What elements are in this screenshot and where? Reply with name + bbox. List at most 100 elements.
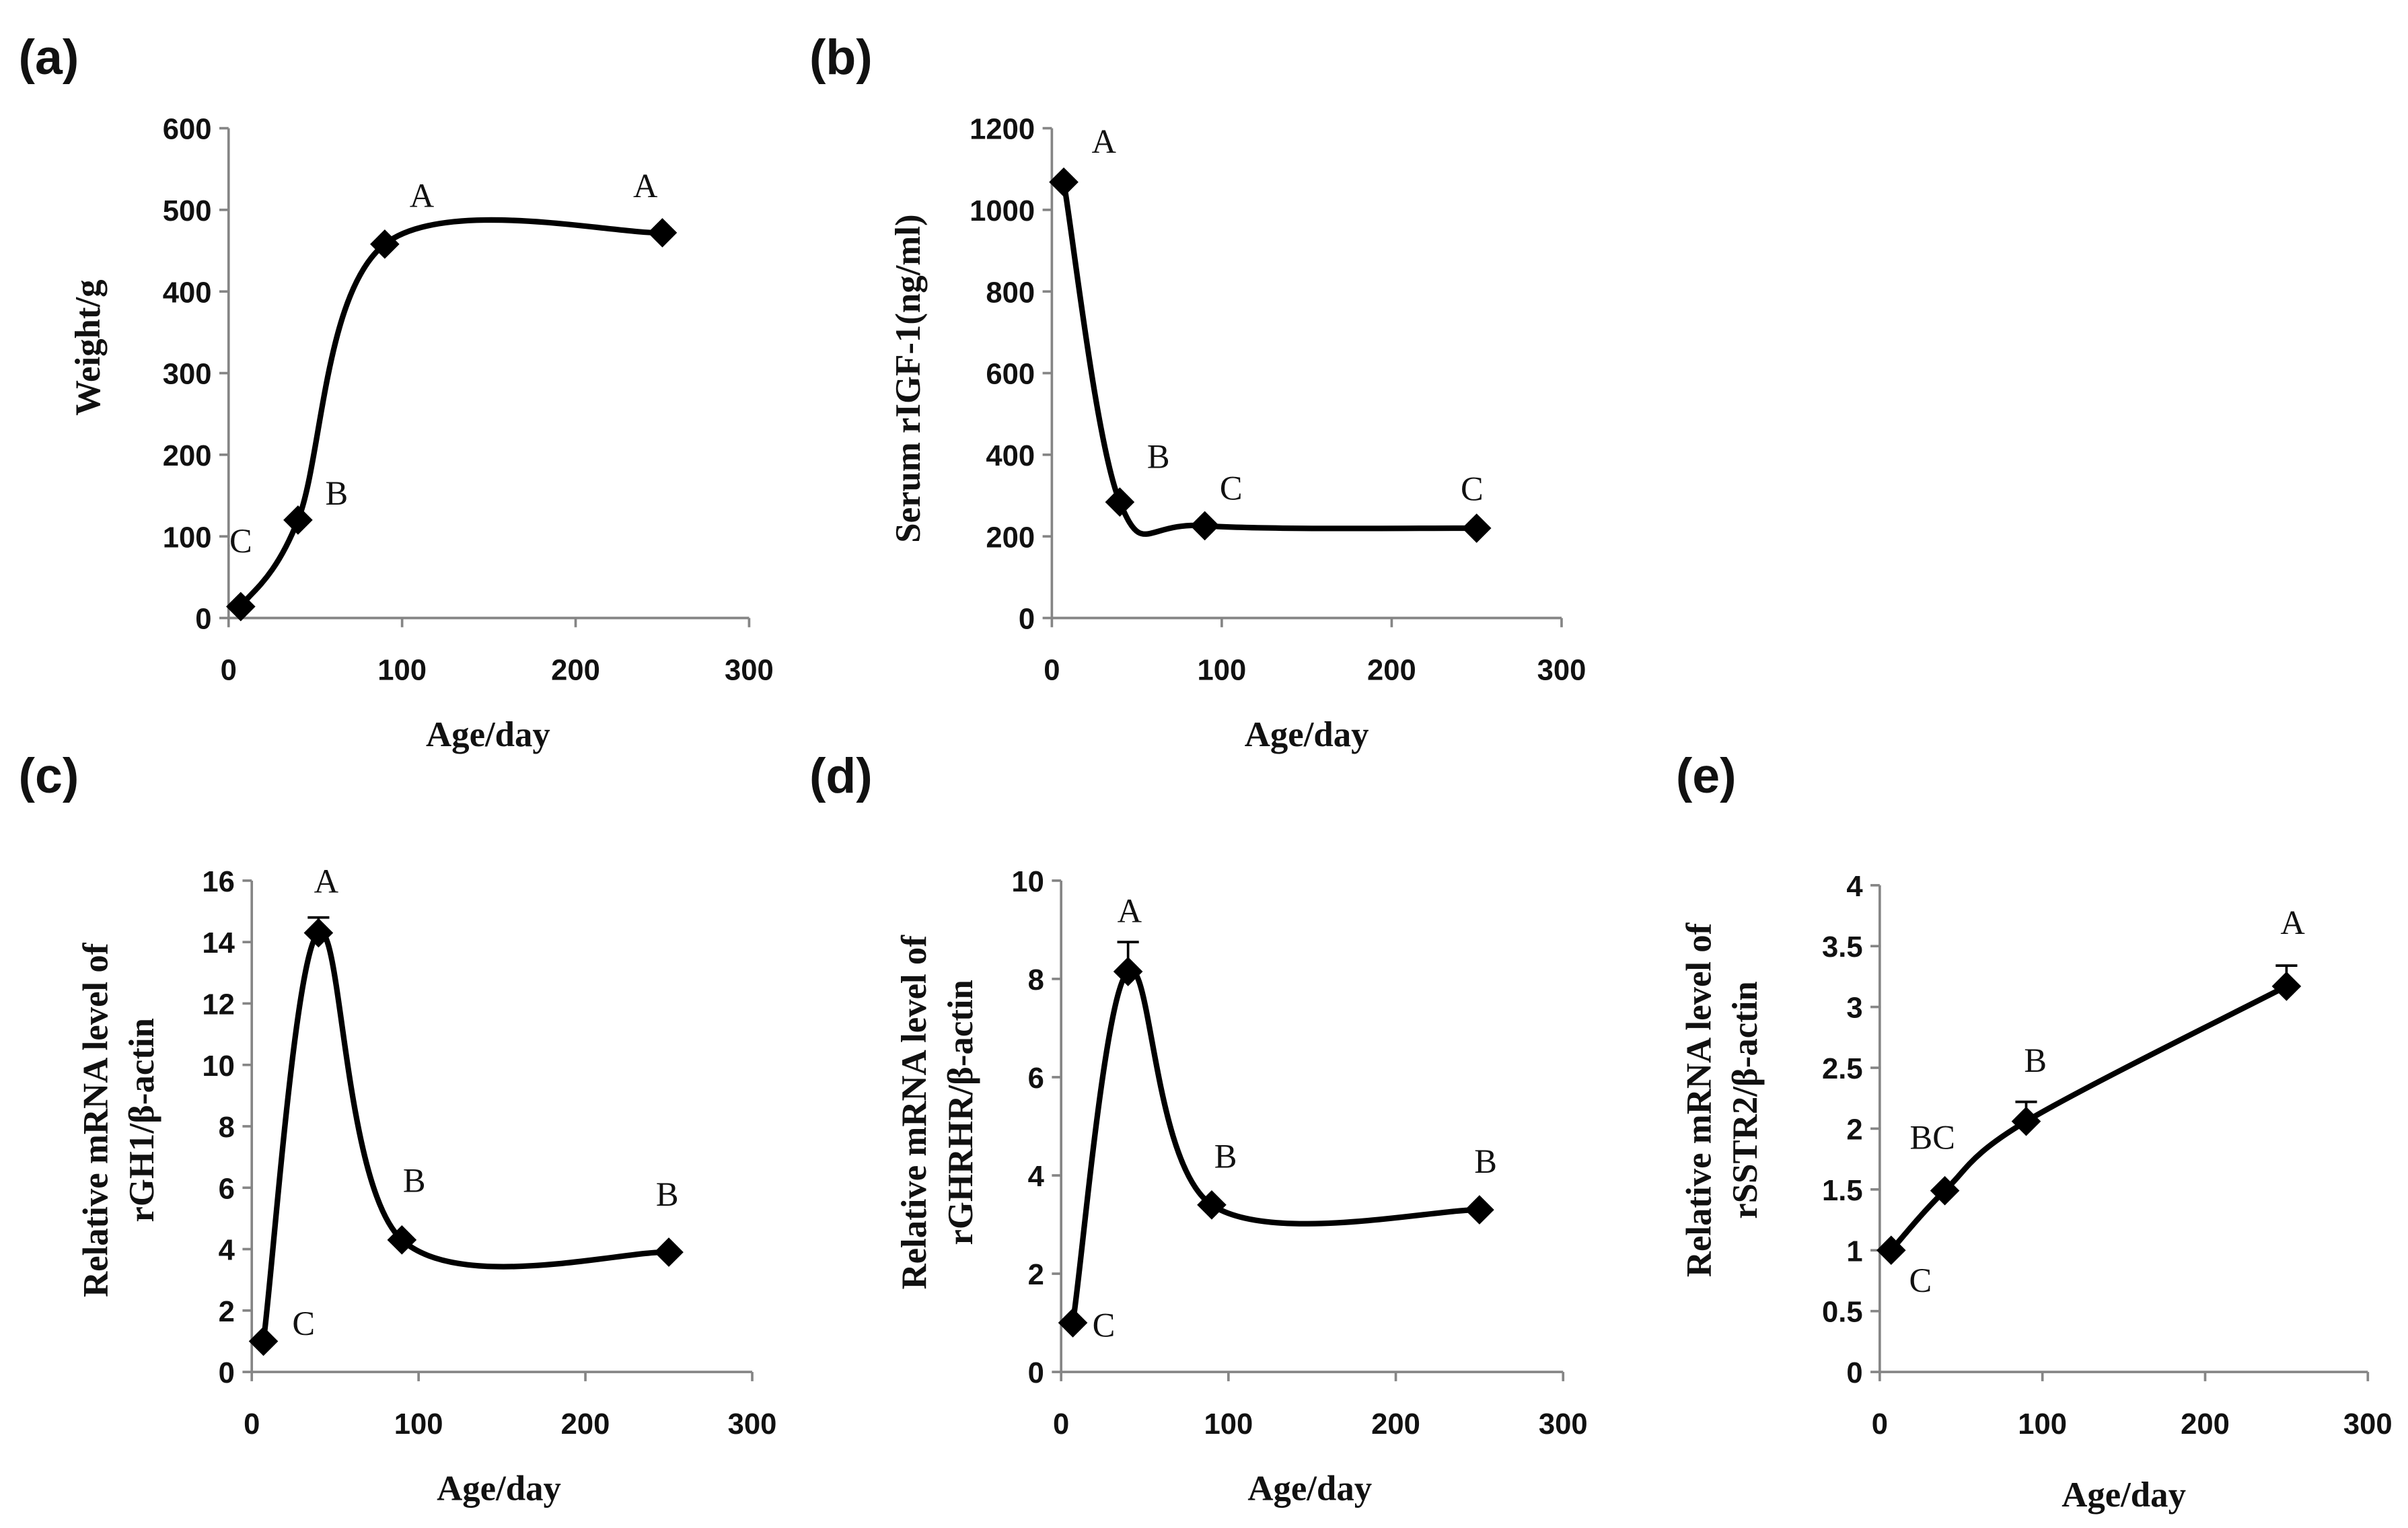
panel-d-tag: (d) bbox=[809, 748, 873, 803]
panel-e-point-label: A bbox=[2280, 904, 2305, 941]
panel-e-data-point bbox=[2271, 972, 2302, 1001]
panel-c-point-label: B bbox=[656, 1175, 679, 1213]
panel-a-tag: (a) bbox=[19, 29, 79, 85]
panel-d-x-tick-label: 100 bbox=[1204, 1408, 1253, 1441]
panel-d-x-tick-label: 300 bbox=[1539, 1408, 1588, 1441]
panel-d-data-point bbox=[1465, 1195, 1494, 1225]
panel-c-x-tick-label: 100 bbox=[394, 1408, 443, 1441]
panel-c-series-line bbox=[260, 929, 669, 1342]
panel-a-point-label: B bbox=[325, 474, 348, 512]
panel-b-x-axis-title: Age/day bbox=[1245, 715, 1369, 754]
panel-d-y-tick-label: 0 bbox=[1028, 1357, 1044, 1389]
panel-e-tag: (e) bbox=[1676, 748, 1737, 803]
panel-d-y-tick-label: 2 bbox=[1028, 1259, 1044, 1291]
panel-a-x-tick-label: 0 bbox=[221, 654, 237, 686]
panel-e-series-line bbox=[1889, 984, 2288, 1253]
panel-d-y-tick-label: 6 bbox=[1028, 1062, 1044, 1095]
panel-d-y-tick-label: 4 bbox=[1028, 1161, 1045, 1193]
panel-d-data-point bbox=[1113, 957, 1143, 986]
panel-c-data-point bbox=[387, 1225, 417, 1255]
panel-a-y-tick-label: 0 bbox=[195, 604, 211, 636]
panel-e-y-tick-label: 2.5 bbox=[1822, 1053, 1863, 1085]
panel-a-x-tick-label: 300 bbox=[725, 654, 774, 686]
panel-b-y-tick-label: 400 bbox=[986, 440, 1035, 472]
panel-c-y-tick-label: 2 bbox=[219, 1296, 235, 1328]
panel-d-series-line bbox=[1070, 967, 1480, 1323]
panel-a: (a) 0 100 200 300 400 500 600 0 100 200 300 Age/day W… bbox=[19, 29, 774, 754]
panel-c: (c) 0 2 4 6 8 10 12 14 16 0 100 200 300 Age/day Relativ… bbox=[19, 748, 777, 1508]
panel-c-point-label: C bbox=[292, 1305, 315, 1342]
panel-b-point-label: B bbox=[1147, 438, 1170, 476]
panel-a-y-tick-label: 400 bbox=[163, 277, 212, 309]
panel-e-y-axis-title: rSSTR2/β-actin bbox=[1726, 981, 1765, 1218]
panel-b-x-tick-label: 300 bbox=[1537, 654, 1586, 686]
panel-b-data-point bbox=[1190, 511, 1220, 541]
panel-b-y-tick-label: 1200 bbox=[970, 114, 1035, 146]
panel-e-y-tick-label: 1 bbox=[1846, 1235, 1862, 1268]
panel-c-data-point bbox=[654, 1237, 684, 1267]
panel-e-point-label: C bbox=[1909, 1262, 1932, 1299]
panel-e-point-label: BC bbox=[1910, 1119, 1955, 1157]
panel-d-data-point bbox=[1197, 1190, 1227, 1220]
panel-b-x-tick-label: 100 bbox=[1198, 654, 1247, 686]
panel-a-point-label: C bbox=[229, 522, 252, 560]
panel-c-x-axis-title: Age/day bbox=[437, 1469, 561, 1508]
panel-d-data-point bbox=[1058, 1308, 1088, 1338]
panel-e-y-axis-title: Relative mRNA level of bbox=[1679, 922, 1718, 1277]
panel-e-x-tick-label: 0 bbox=[1872, 1408, 1888, 1441]
panel-b-data-point bbox=[1049, 167, 1079, 197]
panel-b-series-line bbox=[1060, 181, 1477, 537]
panel-e-y-tick-label: 0 bbox=[1846, 1357, 1862, 1389]
panel-c-y-tick-label: 0 bbox=[219, 1357, 235, 1389]
panel-e-data-point bbox=[2011, 1106, 2041, 1136]
panel-a-data-point bbox=[283, 505, 313, 535]
panel-e-x-axis-title: Age/day bbox=[2062, 1476, 2186, 1515]
panel-b-x-tick-label: 0 bbox=[1044, 654, 1060, 686]
panel-c-x-tick-label: 300 bbox=[728, 1408, 777, 1441]
panel-d-y-tick-label: 10 bbox=[1011, 866, 1044, 898]
panel-b-data-point bbox=[1105, 487, 1135, 517]
panel-d-x-tick-label: 0 bbox=[1053, 1408, 1069, 1441]
panel-b-x-tick-label: 200 bbox=[1367, 654, 1416, 686]
panel-a-data-point bbox=[647, 218, 678, 248]
panel-e-x-tick-label: 200 bbox=[2181, 1408, 2230, 1441]
panel-e: (e) 0 0.5 1 1.5 2 2.5 3 3.5 4 0 100 200 300 Age/day Rel… bbox=[1676, 748, 2393, 1515]
panel-d-point-label: C bbox=[1093, 1307, 1116, 1344]
panel-e-x-tick-label: 300 bbox=[2343, 1408, 2393, 1441]
panel-a-data-point bbox=[370, 229, 400, 259]
panel-b-point-label: C bbox=[1220, 469, 1243, 507]
panel-c-y-tick-label: 16 bbox=[202, 866, 235, 898]
panel-a-y-tick-label: 100 bbox=[163, 521, 212, 554]
panel-b-y-tick-label: 200 bbox=[986, 521, 1035, 554]
panel-b-tag: (b) bbox=[809, 29, 873, 85]
panel-b-y-axis-title: Serum rIGF-1(ng/ml) bbox=[889, 214, 928, 542]
panel-b-y-tick-label: 800 bbox=[986, 277, 1035, 309]
panel-d-point-label: B bbox=[1474, 1142, 1497, 1180]
panel-d-x-tick-label: 200 bbox=[1371, 1408, 1420, 1441]
panel-e-y-tick-label: 4 bbox=[1846, 871, 1863, 903]
panel-d-y-tick-label: 8 bbox=[1028, 964, 1044, 996]
panel-b-y-tick-label: 1000 bbox=[970, 195, 1035, 227]
panel-e-y-tick-label: 2 bbox=[1846, 1114, 1862, 1146]
panel-b-y-tick-label: 600 bbox=[986, 359, 1035, 391]
panel-c-point-label: B bbox=[403, 1162, 426, 1200]
panel-a-y-tick-label: 200 bbox=[163, 440, 212, 472]
panel-b-point-label: A bbox=[1091, 122, 1116, 160]
panel-a-series-line bbox=[238, 217, 663, 608]
panel-a-point-label: A bbox=[633, 167, 658, 205]
panel-a-y-axis-title: Weight/g bbox=[69, 279, 108, 415]
panel-c-tag: (c) bbox=[19, 748, 79, 803]
panel-b: (b) 0 200 400 600 800 1000 1200 0 100 200 300 Age/da… bbox=[809, 29, 1586, 754]
panel-c-y-axis-title: Relative mRNA level of bbox=[76, 942, 115, 1297]
panel-d-y-axis-title: Relative mRNA level of bbox=[895, 935, 934, 1290]
panel-b-data-point bbox=[1461, 513, 1492, 543]
panel-d-x-axis-title: Age/day bbox=[1247, 1469, 1372, 1508]
panel-c-y-tick-label: 12 bbox=[202, 988, 235, 1021]
panel-e-data-point bbox=[1930, 1175, 1960, 1206]
panel-a-y-tick-label: 300 bbox=[163, 359, 212, 391]
panel-a-point-label: A bbox=[410, 177, 435, 215]
panel-e-y-tick-label: 3 bbox=[1846, 992, 1862, 1025]
panel-e-x-tick-label: 100 bbox=[2018, 1408, 2067, 1441]
